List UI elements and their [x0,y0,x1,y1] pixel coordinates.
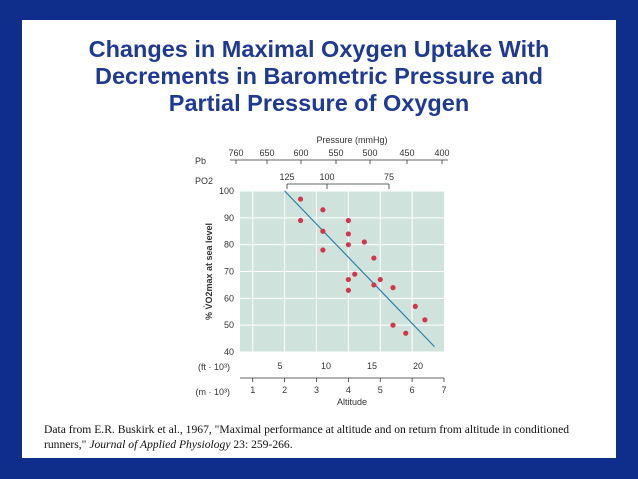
m-tick-label: 5 [378,385,383,395]
data-point-10 [352,271,358,277]
scatter-chart: 40 50 60 70 80 90 100 % V̇O2max at sea level Pre… [195,135,450,407]
data-point-16 [390,322,396,328]
y-tick-label: 60 [224,293,234,303]
citation-text: Data from E.R. Buskirk et al., 1967, "Ma… [44,423,570,451]
po2-tick-label: 125 [279,172,294,182]
data-point-7 [345,242,351,248]
pb-tick-label: 550 [328,148,343,158]
pb-tick-label: 650 [259,148,274,158]
data-point-2 [320,207,326,213]
ft-tick-label: 10 [321,361,331,371]
citation-journal: Journal of Applied Physiology [89,438,231,451]
y-axis-label: % V̇O2max at sea level [204,223,214,320]
pressure-axis-title: Pressure (mmHg) [316,135,387,145]
slide-title: Changes in Maximal Oxygen Uptake With De… [22,36,616,117]
data-point-1 [297,217,304,224]
ft-axis-label: (ft · 10³) [198,362,230,372]
m-tick-label: 3 [314,385,319,395]
m-tick-label: 7 [441,385,446,395]
data-point-18 [412,303,418,309]
m-tick-label: 4 [346,385,351,395]
m-axis-label: (m · 10³) [196,387,231,397]
data-point-12 [345,287,351,293]
data-point-6 [345,231,351,237]
regression-line [284,190,435,348]
data-point-13 [371,282,377,288]
m-tick-label: 2 [282,385,287,395]
data-point-17 [403,330,409,336]
y-tick-label: 100 [219,186,234,196]
ft-tick-label: 15 [367,361,377,371]
data-point-5 [345,217,351,224]
data-point-0 [297,196,304,202]
po2-tick-label: 75 [384,172,394,182]
y-tick-label: 40 [224,347,234,357]
y-tick-label: 80 [224,240,234,250]
y-tick-label: 90 [224,213,234,223]
data-point-11 [345,276,351,283]
data-point-9 [371,255,377,261]
pb-tick-label: 450 [399,148,414,158]
data-point-3 [320,228,326,234]
m-tick-label: 6 [410,385,415,395]
y-tick-label: 50 [224,320,234,330]
m-tick-label: 1 [250,385,255,395]
citation-tail: 23: 259-266. [230,438,293,451]
pb-tick-label: 500 [362,148,377,158]
data-point-14 [377,276,383,283]
x-axis-label: Altitude [337,397,367,407]
ft-tick-label: 5 [277,361,282,371]
y-tick-label: 70 [224,267,234,277]
slide: Changes in Maximal Oxygen Uptake With De… [22,20,616,458]
pb-tick-label: 760 [228,148,243,158]
title-line-3: Partial Pressure of Oxygen [168,90,470,116]
po2-tick-label: 100 [319,172,334,182]
title-line-1: Changes in Maximal Oxygen Uptake With [88,36,550,62]
ft-tick-label: 20 [413,361,423,371]
citation: Data from E.R. Buskirk et al., 1967, "Ma… [44,422,604,452]
data-point-19 [422,317,428,323]
pb-tick-label: 400 [434,148,449,158]
pb-label: Pb [195,156,206,166]
data-point-8 [361,239,367,245]
po2-label: PO2 [195,176,213,186]
data-point-15 [390,285,396,291]
data-point-4 [320,247,326,253]
title-line-2: Decrements in Barometric Pressure and [95,63,543,89]
pb-tick-label: 600 [293,148,308,158]
